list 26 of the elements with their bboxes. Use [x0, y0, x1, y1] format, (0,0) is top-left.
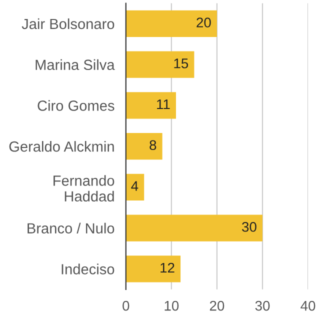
data-label: 15	[174, 58, 188, 68]
data-label: 30	[242, 222, 256, 232]
y-tick-label: Marina Silva	[36, 59, 115, 70]
data-label: 20	[196, 18, 211, 28]
y-tick-label: Indeciso	[62, 264, 114, 274]
x-tick-label: 40	[300, 300, 316, 311]
x-tick-label: 0	[122, 300, 130, 311]
x-tick-label: 10	[164, 300, 179, 311]
y-tick-label: Fernando Haddad	[54, 175, 114, 202]
bar	[126, 51, 194, 78]
y-tick-label: Geraldo Alckmin	[9, 141, 114, 152]
y-tick-label: Ciro Gomes	[38, 100, 114, 111]
bar	[126, 174, 144, 200]
bar	[126, 133, 162, 160]
bar	[126, 214, 262, 242]
bar	[126, 92, 176, 119]
data-label: 4	[131, 181, 138, 191]
data-label: 12	[160, 262, 174, 273]
x-tick-label: 20	[210, 300, 224, 311]
x-tick-label: 30	[255, 300, 270, 311]
y-tick-label: Jair Bolsonaro	[22, 18, 114, 30]
bar	[126, 256, 181, 282]
data-label: 8	[150, 140, 156, 150]
data-label: 11	[157, 99, 170, 110]
y-tick-label: Branco / Nulo	[28, 222, 114, 234]
bar	[126, 10, 217, 37]
